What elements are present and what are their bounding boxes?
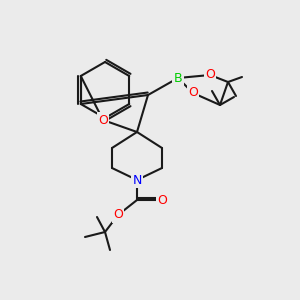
Text: O: O <box>188 86 198 100</box>
Text: O: O <box>157 194 167 206</box>
Text: O: O <box>113 208 123 221</box>
Text: N: N <box>132 173 142 187</box>
Text: O: O <box>205 68 215 82</box>
Text: B: B <box>174 71 182 85</box>
Text: O: O <box>98 113 108 127</box>
